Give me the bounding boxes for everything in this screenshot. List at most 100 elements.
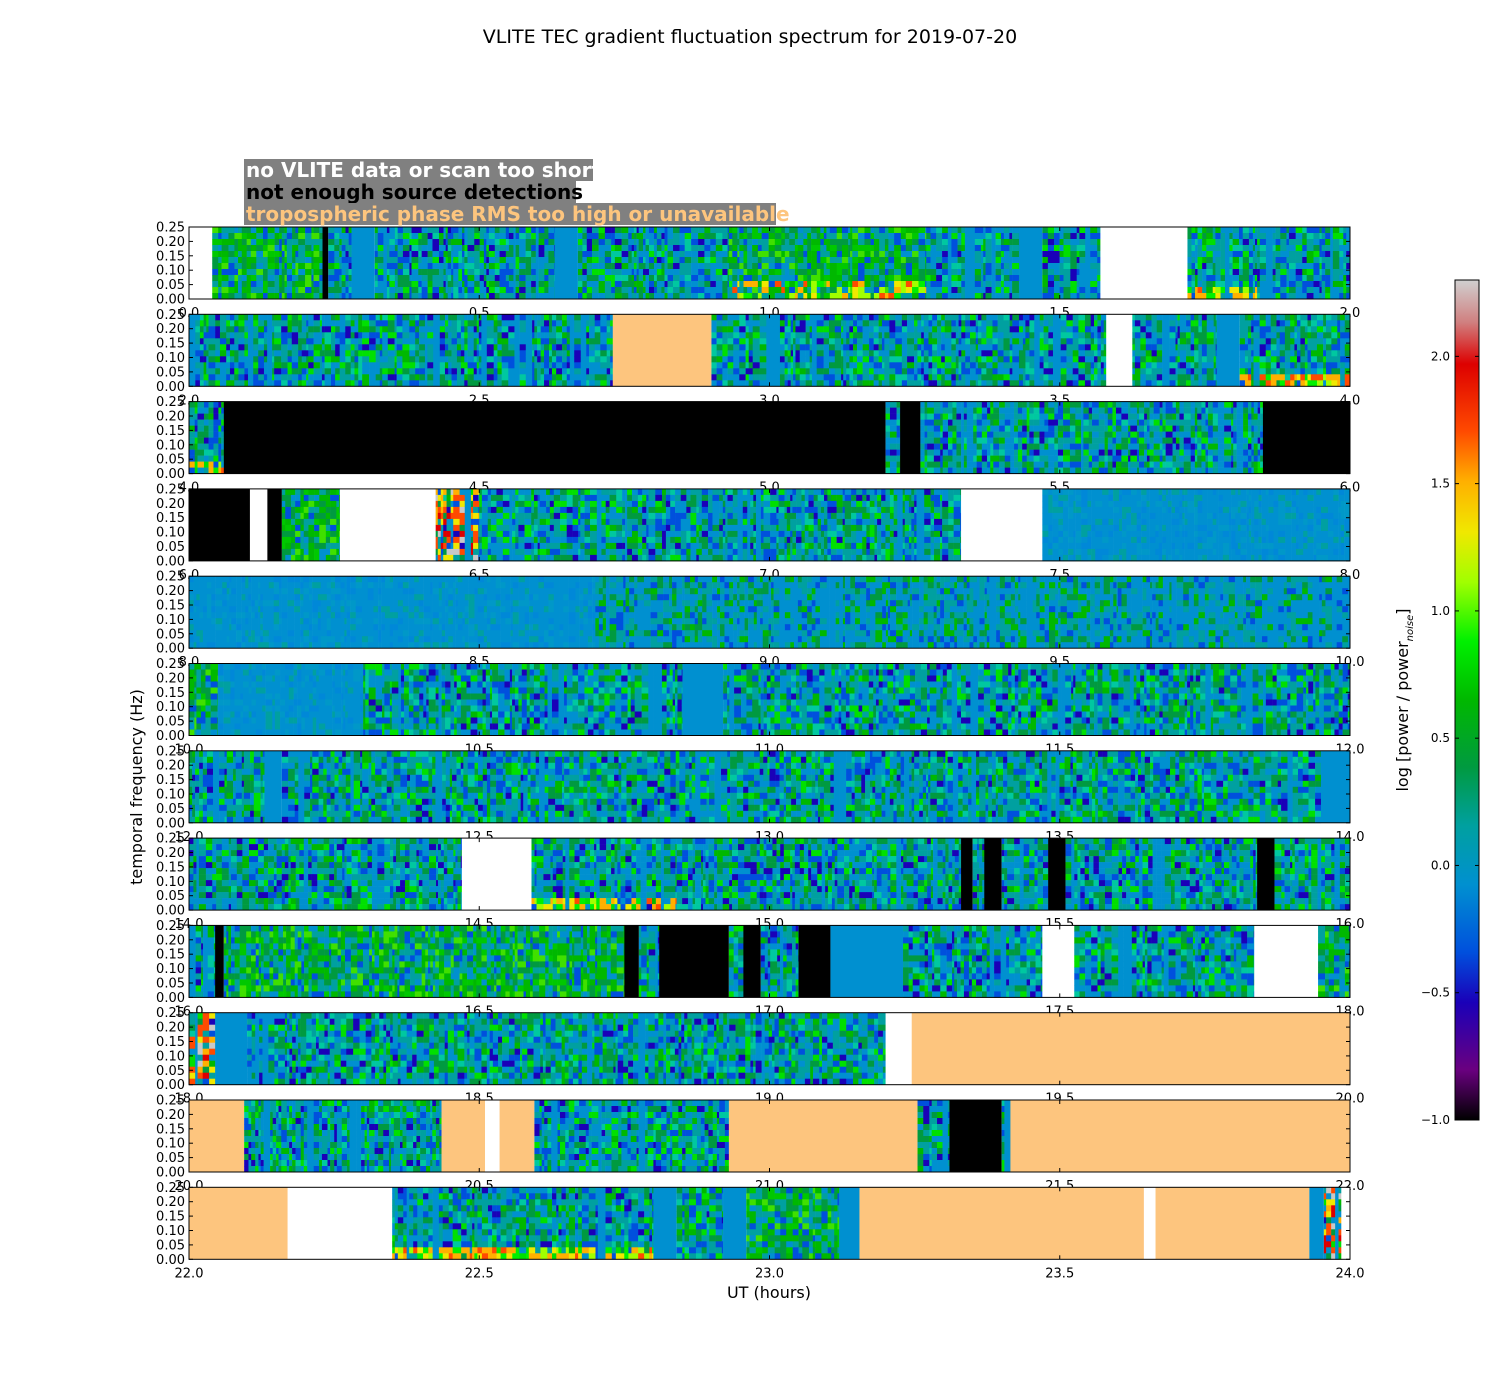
spectrum-cell	[264, 350, 268, 356]
spectrum-cell	[610, 320, 613, 326]
spectrum-cell	[791, 326, 794, 332]
spectrum-cell	[1010, 380, 1013, 386]
spectrum-cell	[298, 332, 302, 338]
spectrum-cell	[439, 233, 444, 239]
spectrum-cell	[234, 362, 238, 368]
spectrum-cell	[1140, 338, 1146, 344]
spectrum-cell	[1012, 281, 1019, 287]
spectrum-cell	[302, 350, 307, 356]
spectrum-cell	[1140, 374, 1146, 380]
spectrum-cell	[453, 257, 458, 263]
spectrum-cell	[242, 233, 247, 239]
spectrum-cell	[961, 251, 965, 257]
spectrum-cell	[570, 326, 575, 332]
spectrum-cell	[800, 332, 806, 338]
spectrum-cell	[928, 362, 932, 368]
spectrum-cell	[841, 362, 843, 368]
spectrum-cell	[285, 227, 288, 233]
spectrum-cell	[539, 293, 545, 299]
spectrum-cell	[1003, 356, 1009, 362]
spectrum-cell	[1286, 293, 1289, 299]
spectrum-cell	[1225, 233, 1230, 239]
spectrum-cell	[375, 275, 378, 281]
spectrum-cell	[477, 368, 479, 374]
spectrum-cell	[1286, 287, 1289, 293]
spectrum-cell	[1178, 344, 1180, 350]
spectrum-cell	[1170, 344, 1176, 350]
spectrum-cell	[975, 287, 981, 293]
spectrum-cell	[1194, 320, 1199, 326]
spectrum-cell	[992, 269, 996, 275]
spectrum-cell	[788, 338, 791, 344]
spectrum-cell	[445, 362, 449, 368]
spectrum-cell	[1206, 245, 1213, 251]
spectrum-cell	[247, 257, 251, 263]
spectrum-cell	[951, 293, 957, 299]
spectrum-cell	[582, 245, 587, 251]
spectrum-cell	[729, 227, 733, 233]
spectrum-cell	[853, 368, 857, 374]
spectrum-cell	[785, 269, 790, 275]
spectrum-cell	[931, 239, 937, 245]
spectrum-cell	[874, 374, 879, 380]
spectrum-cell	[857, 326, 863, 332]
spectrum-cell	[412, 275, 419, 281]
spectrum-cell	[440, 362, 445, 368]
spectrum-cell	[874, 293, 880, 299]
spectrum-cell	[354, 380, 358, 386]
spectrum-cell	[1325, 251, 1330, 257]
spectrum-cell	[481, 338, 487, 344]
spectrum-cell	[649, 275, 654, 281]
spectrum-cell	[570, 320, 575, 326]
spectrum-cell	[1233, 269, 1240, 275]
spectrum-cell	[514, 344, 520, 350]
spectrum-cell	[462, 245, 465, 251]
spectrum-cell	[917, 338, 921, 344]
spectrum-cell	[578, 263, 583, 269]
spectrum-cell	[432, 275, 439, 281]
spectrum-cell	[548, 263, 554, 269]
spectrum-cell	[468, 227, 475, 233]
spectrum-cell	[292, 314, 299, 320]
spectrum-cell	[643, 245, 646, 251]
spectrum-cell	[830, 233, 837, 239]
spectrum-cell	[863, 368, 870, 374]
spectrum-cell	[474, 350, 477, 356]
spectrum-cell	[595, 356, 601, 362]
spectrum-cell	[1322, 257, 1326, 263]
spectrum-cell	[607, 380, 611, 386]
spectrum-cell	[1215, 281, 1221, 287]
spectrum-cell	[314, 281, 320, 287]
spectrum-cell	[275, 257, 280, 263]
spectrum-cell	[1019, 344, 1023, 350]
spectrum-cell	[1029, 338, 1034, 344]
spectrum-cell	[516, 227, 520, 233]
spectrum-cell	[986, 275, 992, 281]
spectrum-cell	[1198, 320, 1202, 326]
spectrum-cell	[258, 320, 264, 326]
spectrum-cell	[958, 245, 962, 251]
spectrum-cell	[1157, 344, 1163, 350]
spectrum-cell	[1057, 374, 1061, 380]
spectrum-cell	[189, 350, 196, 356]
spectrum-cell	[785, 263, 790, 269]
spectrum-cell	[419, 320, 425, 326]
spectrum-cell	[646, 263, 650, 269]
spectrum-cell	[548, 257, 554, 263]
spectrum-cell	[464, 233, 467, 239]
spectrum-cell	[986, 320, 992, 326]
spectrum-cell	[433, 368, 440, 374]
spectrum-cell	[785, 380, 788, 386]
spectrum-cell	[747, 239, 752, 245]
spectrum-cell	[992, 287, 996, 293]
spectrum-cell	[389, 245, 395, 251]
spectrum-cell	[1180, 350, 1187, 356]
spectrum-cell	[541, 326, 545, 332]
spectrum-cell	[230, 368, 235, 374]
spectrum-cell	[1280, 263, 1286, 269]
spectrum-cell	[1073, 332, 1079, 338]
spectrum-cell	[769, 233, 775, 239]
spectrum-cell	[889, 374, 895, 380]
spectrum-cell	[646, 281, 650, 287]
spectrum-cell	[1249, 263, 1253, 269]
